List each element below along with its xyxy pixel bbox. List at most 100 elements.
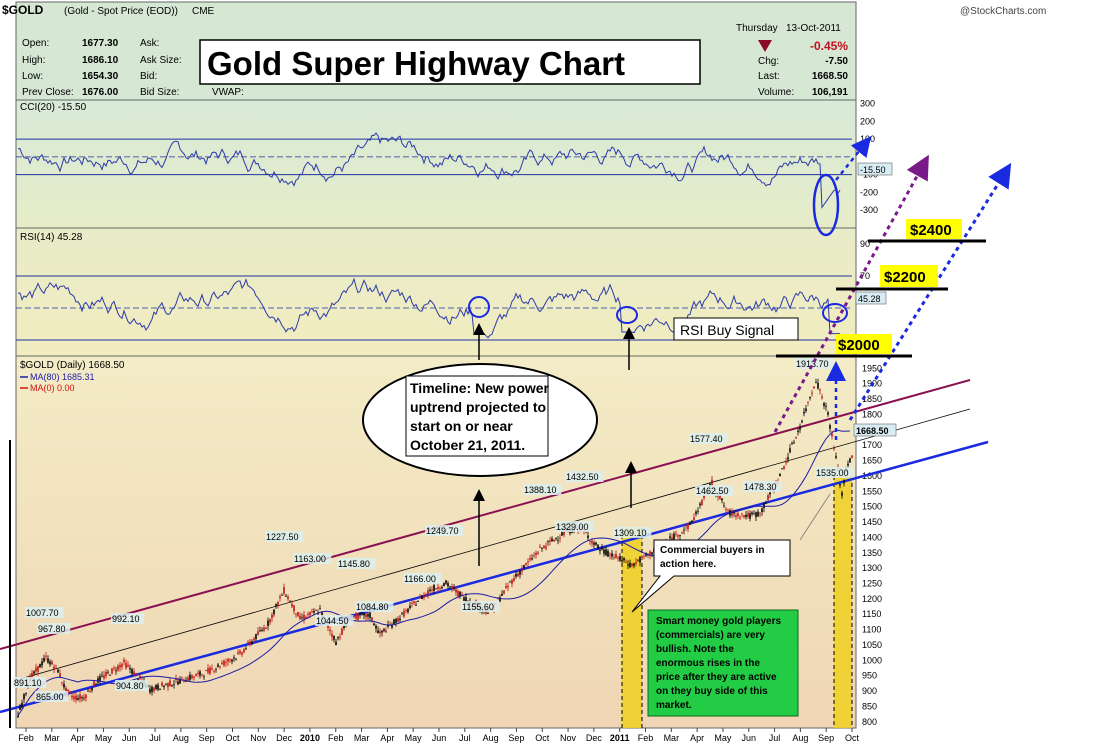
candle-body	[211, 668, 213, 670]
price-tick-label: 1400	[862, 532, 882, 542]
annotation-box	[13, 677, 47, 688]
annotation-box	[743, 481, 782, 492]
smart-line-2: (commercials) are very	[656, 630, 765, 641]
candle-body	[841, 492, 843, 496]
candle-body	[439, 588, 441, 590]
candle-body	[611, 553, 613, 557]
candle-body	[597, 544, 599, 549]
candle-body	[311, 610, 313, 612]
candle-body	[557, 539, 559, 541]
time-tick-label: Dec	[586, 733, 603, 743]
price-tick-label: 1200	[862, 594, 882, 604]
candle-body	[459, 591, 461, 597]
rsi-value-box	[855, 291, 887, 305]
rsi-circle-1	[468, 296, 490, 318]
candle-body	[333, 635, 335, 640]
candle-body	[637, 560, 639, 562]
vwap-label: VWAP:	[212, 87, 244, 98]
candle-body	[635, 562, 637, 564]
candle-body	[33, 671, 35, 674]
candle-body	[507, 586, 509, 588]
candle-body	[271, 614, 273, 619]
candle-body	[283, 587, 285, 594]
candle-body	[723, 505, 725, 507]
candle-body	[43, 658, 45, 662]
time-tick-label: Jun	[432, 733, 447, 743]
cci-legend: CCI(20) -15.50	[20, 102, 87, 113]
candle-body	[791, 443, 793, 444]
candle-body	[207, 668, 209, 673]
candle-body	[443, 582, 445, 586]
time-tick-label: Aug	[792, 733, 808, 743]
candle-body	[205, 670, 207, 672]
timeline-line-1: Timeline: New power	[410, 380, 550, 396]
candle-body	[95, 683, 97, 685]
candle-body	[445, 580, 447, 584]
cci-reference-lines	[16, 138, 852, 176]
candle-body	[787, 457, 789, 460]
price-tick-label: 1500	[862, 502, 882, 512]
candle-body	[275, 604, 277, 607]
candle-body	[23, 694, 25, 700]
candle-body	[719, 495, 721, 500]
price-tick-label: 1150	[862, 609, 881, 619]
last-price-label: 1668.50	[856, 426, 889, 436]
purple-projection-arrow	[773, 154, 929, 433]
cci-tick-label: -200	[860, 187, 878, 197]
candle-body	[305, 616, 307, 619]
candle-body	[451, 586, 453, 589]
candle-body	[227, 658, 229, 662]
smart-line-6: on they buy side of this	[656, 686, 768, 697]
candle-body	[751, 512, 753, 515]
candle-body	[343, 625, 345, 629]
candle-body	[219, 666, 221, 668]
candle-body	[425, 594, 427, 595]
price-annotation-label: 1163.00	[294, 554, 326, 564]
time-tick-label: Mar	[664, 733, 680, 743]
cci-value-box	[857, 162, 893, 176]
price-tick-label: 1250	[862, 579, 882, 589]
candle-body	[183, 681, 185, 683]
candle-body	[735, 515, 737, 517]
time-tick-label: Sep	[199, 733, 215, 743]
candle-body	[83, 697, 85, 700]
candle-body	[101, 675, 103, 677]
price-tick-label: 1850	[862, 394, 882, 404]
candle-body	[357, 613, 359, 620]
price-tick-label: 1800	[862, 409, 882, 419]
time-tick-label: Feb	[638, 733, 654, 743]
candle-body	[693, 517, 695, 521]
timeline-line-3: start on or near	[410, 418, 513, 434]
candle-body	[239, 650, 241, 654]
candle-body	[779, 473, 781, 477]
candle-body	[551, 538, 553, 542]
candle-body	[243, 649, 245, 653]
candle-body	[265, 627, 267, 629]
candle-body	[783, 466, 785, 469]
candle-body	[367, 614, 369, 617]
candle-body	[249, 641, 251, 645]
candle-body	[721, 498, 723, 501]
annotation-box	[689, 433, 728, 444]
candle-body	[501, 593, 503, 596]
candle-body	[531, 558, 533, 560]
candle-body	[537, 552, 539, 554]
candle-body	[165, 683, 167, 685]
annotation-box	[293, 553, 332, 564]
candle-body	[257, 631, 259, 635]
smart-line-7: market.	[656, 700, 692, 711]
candle-body	[427, 590, 429, 595]
candle-body	[161, 682, 163, 686]
price-legend: $GOLD (Daily) 1668.50	[20, 360, 125, 371]
candle-body	[409, 605, 411, 609]
candle-body	[173, 683, 175, 685]
candle-body	[461, 593, 463, 595]
candle-body	[821, 396, 823, 399]
candle-body	[675, 533, 677, 535]
last-price-box	[853, 423, 897, 437]
candle-body	[799, 426, 801, 430]
candle-body	[315, 610, 317, 611]
volume-value: 106,191	[812, 87, 849, 98]
candle-body	[817, 382, 819, 389]
candle-body	[541, 547, 543, 549]
